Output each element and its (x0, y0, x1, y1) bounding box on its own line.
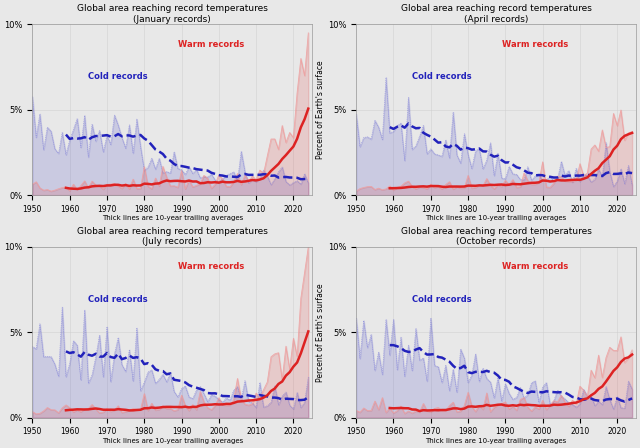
Text: Warm records: Warm records (502, 39, 568, 48)
Y-axis label: Percent of Earth's surface: Percent of Earth's surface (316, 283, 325, 382)
Title: Global area reaching record temperatures
(October records): Global area reaching record temperatures… (401, 227, 591, 246)
Text: Warm records: Warm records (178, 262, 244, 271)
Text: Cold records: Cold records (88, 72, 148, 81)
X-axis label: Thick lines are 10-year trailing averages: Thick lines are 10-year trailing average… (102, 215, 243, 221)
Title: Global area reaching record temperatures
(July records): Global area reaching record temperatures… (77, 227, 268, 246)
Text: Cold records: Cold records (88, 295, 148, 304)
Text: Warm records: Warm records (178, 39, 244, 48)
X-axis label: Thick lines are 10-year trailing averages: Thick lines are 10-year trailing average… (102, 438, 243, 444)
Title: Global area reaching record temperatures
(January records): Global area reaching record temperatures… (77, 4, 268, 24)
X-axis label: Thick lines are 10-year trailing averages: Thick lines are 10-year trailing average… (426, 215, 566, 221)
Text: Cold records: Cold records (412, 295, 472, 304)
Text: Warm records: Warm records (502, 262, 568, 271)
X-axis label: Thick lines are 10-year trailing averages: Thick lines are 10-year trailing average… (426, 438, 566, 444)
Y-axis label: Percent of Earth's surface: Percent of Earth's surface (316, 60, 325, 159)
Title: Global area reaching record temperatures
(April records): Global area reaching record temperatures… (401, 4, 591, 24)
Text: Cold records: Cold records (412, 72, 472, 81)
